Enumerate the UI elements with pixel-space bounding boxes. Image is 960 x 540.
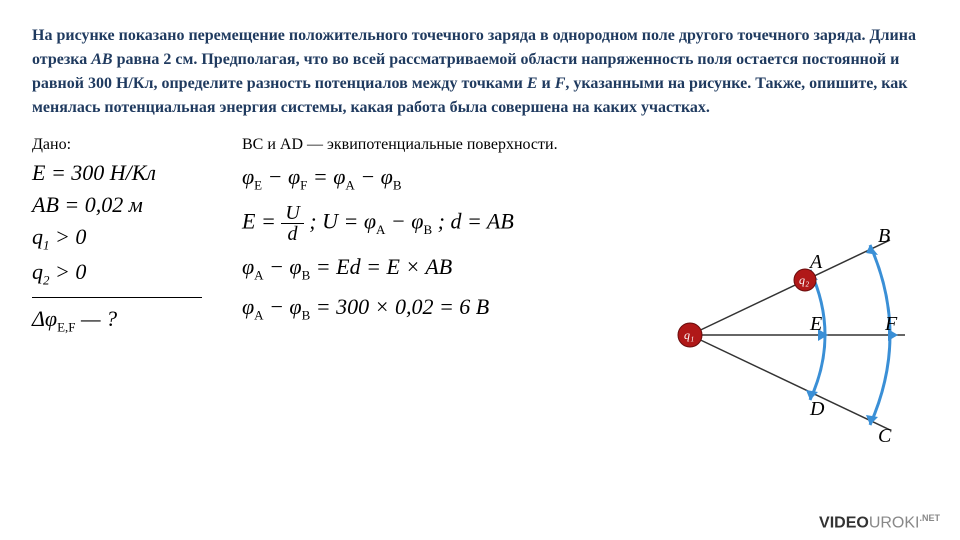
brand-net: .NET [919, 513, 940, 523]
label-B: B [878, 225, 890, 247]
equipotential-note: BC и AD — эквипотенциальные поверхности. [242, 136, 928, 154]
brand-video: VIDEO [819, 514, 869, 531]
label-D: D [809, 398, 825, 420]
label-A: A [808, 251, 823, 273]
problem-text-3: и [537, 75, 554, 92]
frac-den: d [281, 224, 303, 244]
given-q1: q1 > 0 [32, 224, 232, 253]
fraction-u-d: U d [281, 203, 303, 244]
given-divider [32, 297, 202, 298]
given-AB: AB = 0,02 м [32, 192, 232, 218]
problem-e: E [527, 75, 538, 92]
frac-num: U [281, 203, 303, 224]
field-line-bot [690, 335, 890, 430]
given-find: ΔφE,F — ? [32, 306, 232, 335]
problem-statement: На рисунке показано перемещение положите… [0, 0, 960, 128]
q1-label: q₁ [684, 328, 694, 342]
problem-f: F [555, 75, 566, 92]
given-column: Дано: E = 300 Н/Кл AB = 0,02 м q1 > 0 q2… [32, 136, 232, 341]
footer-brand: VIDEOUROKI.NET [819, 513, 940, 532]
given-E: E = 300 Н/Кл [32, 160, 232, 186]
given-title: Дано: [32, 136, 232, 154]
field-diagram: q₁ q₂ A B C D E F [660, 220, 920, 450]
solution-line-1: φE − φF = φA − φB [242, 164, 928, 193]
label-F: F [884, 313, 898, 335]
brand-uroki: UROKI [869, 514, 920, 531]
field-line-top [690, 240, 890, 335]
q2-label: q₂ [799, 273, 809, 287]
label-C: C [878, 425, 892, 447]
given-q2: q2 > 0 [32, 259, 232, 288]
label-E: E [809, 313, 822, 335]
problem-ab: AB [91, 51, 112, 68]
